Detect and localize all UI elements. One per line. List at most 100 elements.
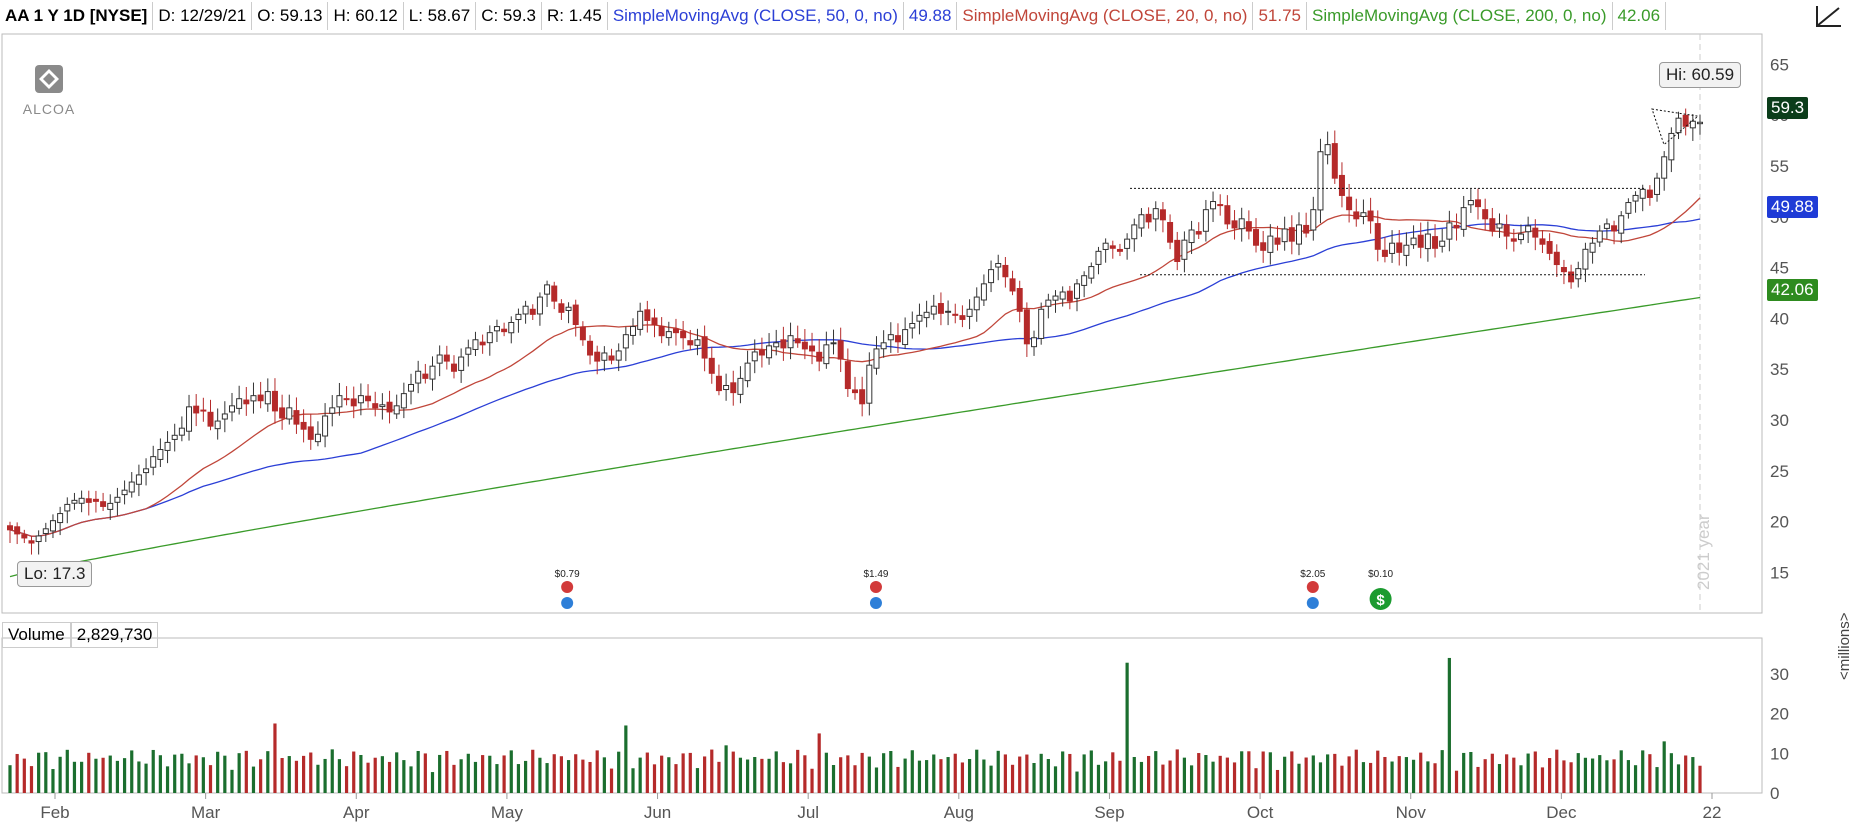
volume-bar bbox=[1025, 754, 1029, 793]
volume-bar bbox=[774, 751, 778, 793]
volume-bar bbox=[1505, 754, 1509, 793]
volume-bar bbox=[1626, 760, 1630, 793]
volume-bar bbox=[703, 756, 707, 793]
candle-body bbox=[100, 501, 107, 507]
volume-bar bbox=[1161, 764, 1165, 793]
volume-bar bbox=[1039, 753, 1043, 793]
volume-bar bbox=[316, 764, 320, 793]
y-tick-label: 35 bbox=[1770, 360, 1789, 379]
candle-body bbox=[1073, 283, 1080, 299]
candle-body bbox=[1310, 209, 1317, 231]
candle-body bbox=[1389, 242, 1396, 254]
volume-bar bbox=[903, 758, 907, 793]
candle-body bbox=[228, 405, 235, 413]
candle-body bbox=[1560, 267, 1567, 273]
candle-body bbox=[658, 326, 665, 337]
volume-bar bbox=[1590, 758, 1595, 793]
candle-body bbox=[687, 340, 694, 346]
candle-body bbox=[1532, 227, 1539, 238]
candle-body bbox=[773, 342, 780, 348]
x-tick-label: Jun bbox=[644, 803, 671, 822]
volume-bar bbox=[803, 755, 807, 793]
candle-body bbox=[336, 395, 343, 408]
volume-bar bbox=[452, 764, 456, 793]
candle-body bbox=[894, 335, 901, 343]
candle-body bbox=[1460, 207, 1467, 230]
volume-bar bbox=[874, 767, 879, 793]
volume-bar bbox=[1569, 762, 1573, 793]
candle-body bbox=[1646, 189, 1653, 198]
volume-bar bbox=[1326, 754, 1330, 793]
sma50-label[interactable]: SimpleMovingAvg (CLOSE, 50, 0, no) bbox=[608, 2, 904, 30]
candle-body bbox=[1281, 228, 1288, 243]
candle-body bbox=[207, 411, 214, 427]
volume-value: 2,829,730 bbox=[70, 622, 159, 648]
volume-bar bbox=[667, 757, 671, 793]
candle-body bbox=[1539, 238, 1546, 245]
candle-body bbox=[157, 449, 164, 460]
volume-bar bbox=[602, 757, 606, 793]
volume-bar bbox=[531, 749, 535, 793]
candle-body bbox=[1475, 199, 1482, 208]
volume-bar bbox=[882, 753, 886, 793]
symbol-label[interactable]: AA 1 Y 1D [NYSE] bbox=[0, 2, 154, 30]
candle-body bbox=[887, 334, 894, 341]
candle-body bbox=[937, 303, 944, 314]
volume-bar bbox=[230, 769, 234, 793]
alcoa-logo: ALCOA bbox=[16, 62, 82, 117]
candle-body bbox=[1625, 202, 1632, 214]
candle-body bbox=[973, 296, 980, 311]
candle-body bbox=[114, 496, 121, 503]
candle-body bbox=[852, 389, 858, 394]
candle-body bbox=[1489, 218, 1496, 232]
volume-bar bbox=[130, 750, 134, 793]
volume-bar bbox=[337, 759, 342, 793]
candle-body bbox=[902, 329, 909, 346]
dividend-amount: $1.49 bbox=[863, 569, 888, 580]
volume-bar bbox=[223, 755, 227, 793]
volume-label[interactable]: Volume bbox=[2, 622, 71, 648]
volume-bar bbox=[1268, 752, 1272, 793]
volume-bar bbox=[87, 752, 91, 793]
candle-body bbox=[429, 365, 436, 380]
volume-bar bbox=[1247, 751, 1251, 793]
volume-bar bbox=[1555, 749, 1559, 793]
sma200-label[interactable]: SimpleMovingAvg (CLOSE, 200, 0, no) bbox=[1307, 2, 1613, 30]
info-icon bbox=[1306, 597, 1319, 609]
volume-bar bbox=[509, 750, 513, 793]
candle-body bbox=[1023, 309, 1030, 345]
candle-body bbox=[236, 398, 243, 409]
volume-bar bbox=[1669, 753, 1673, 793]
volume-bar bbox=[1240, 751, 1244, 793]
candle-body bbox=[1525, 225, 1532, 233]
candle-body bbox=[1432, 236, 1439, 249]
volume-bar bbox=[1304, 757, 1308, 793]
volume-bar bbox=[1340, 765, 1344, 793]
candle-body bbox=[57, 513, 64, 524]
candle-body bbox=[1288, 227, 1295, 242]
volume-bar bbox=[839, 757, 843, 793]
range-value: R: 1.45 bbox=[542, 2, 608, 30]
volume-bar bbox=[824, 752, 828, 793]
candle-body bbox=[1546, 241, 1553, 254]
sma20-label[interactable]: SimpleMovingAvg (CLOSE, 20, 0, no) bbox=[957, 2, 1254, 30]
volume-bar bbox=[402, 760, 406, 793]
candle-body bbox=[1045, 299, 1052, 307]
candle-body bbox=[1611, 225, 1618, 232]
earnings-icon bbox=[561, 581, 574, 593]
candle-body bbox=[615, 350, 622, 361]
volume-bar bbox=[366, 762, 370, 793]
candle-body bbox=[665, 331, 672, 339]
volume-bar bbox=[502, 755, 506, 793]
candle-body bbox=[408, 383, 415, 392]
candle-body bbox=[680, 330, 687, 339]
price-panel-border bbox=[1, 33, 1763, 614]
candle-body bbox=[572, 304, 579, 326]
sma50-value: 49.88 bbox=[904, 2, 958, 30]
volume-bar bbox=[975, 749, 979, 793]
candle-body bbox=[608, 355, 615, 361]
drawing-tool-icon[interactable] bbox=[1815, 4, 1843, 28]
candle-body bbox=[515, 313, 522, 321]
volume-bar bbox=[624, 725, 628, 793]
